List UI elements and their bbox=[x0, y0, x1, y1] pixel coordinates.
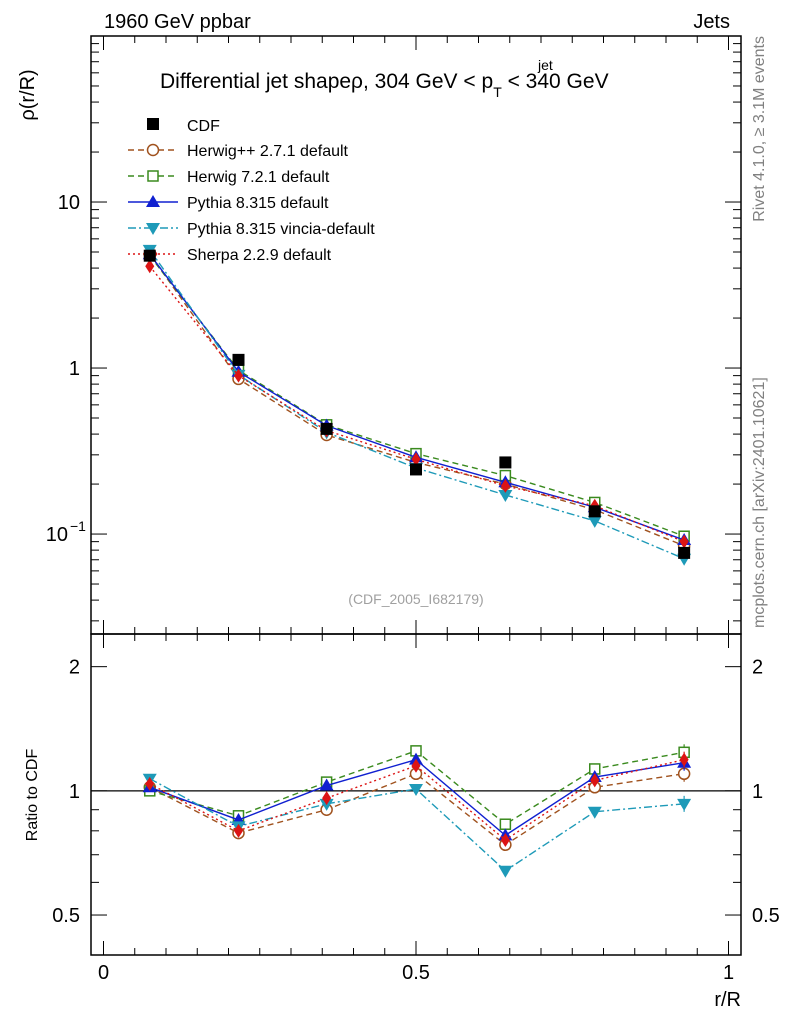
chart-title: Differential jet shapeρ, 304 GeV < pT < … bbox=[160, 70, 609, 100]
header-right: Jets bbox=[693, 11, 730, 33]
analysis-label: (CDF_2005_I682179) bbox=[348, 591, 483, 607]
legend-label-herwig-2-7-1-default: Herwig++ 2.7.1 default bbox=[187, 143, 349, 160]
point-pythia-8-315-vincia-default bbox=[587, 515, 602, 528]
ratio-tick-label-right: 1 bbox=[752, 781, 763, 803]
ratio-y-axis-label: Ratio to CDF bbox=[24, 749, 41, 842]
ratio-point-pythia-8-315-vincia-default bbox=[587, 806, 602, 819]
legend-item-pythia-8-315-vincia-default: Pythia 8.315 vincia-default bbox=[128, 221, 375, 238]
legend-item-herwig-2-7-1-default: Herwig++ 2.7.1 default bbox=[128, 143, 349, 160]
point-cdf bbox=[320, 422, 333, 435]
legend-label-sherpa-2-2-9-default: Sherpa 2.2.9 default bbox=[187, 247, 332, 264]
legend-label-pythia-8-315-default: Pythia 8.315 default bbox=[187, 195, 329, 212]
ratio-tick-label-right: 2 bbox=[752, 657, 763, 679]
point-cdf bbox=[232, 353, 245, 366]
legend-marker-herwig-2-7-1-default bbox=[146, 143, 160, 157]
point-sherpa-2-2-9-default bbox=[500, 478, 510, 493]
legend-item-herwig-7-2-1-default: Herwig 7.2.1 default bbox=[128, 169, 330, 186]
ratio-point-pythia-8-315-vincia-default bbox=[409, 784, 423, 797]
legend-item-data: CDF bbox=[147, 118, 220, 135]
x-tick-label: 1 bbox=[723, 962, 734, 984]
series-line-sherpa-2-2-9-default bbox=[149, 265, 685, 543]
y-tick-label-exponent: −1 bbox=[70, 518, 86, 534]
ratio-point-sherpa-2-2-9-default bbox=[590, 773, 600, 788]
legend-item-sherpa-2-2-9-default: Sherpa 2.2.9 default bbox=[128, 247, 332, 264]
side-label-mcplots: mcplots.cern.ch [arXiv:2401.10621] bbox=[751, 377, 768, 628]
y-tick-label: 1 bbox=[69, 358, 80, 380]
ratio-tick-label: 0.5 bbox=[52, 905, 80, 927]
ratio-point-sherpa-2-2-9-default bbox=[411, 758, 421, 773]
series-layer bbox=[142, 244, 692, 878]
series-3 bbox=[142, 244, 692, 878]
ratio-tick-label-right: 0.5 bbox=[752, 905, 780, 927]
legend-marker-herwig-7-2-1-default bbox=[147, 170, 159, 182]
y-axis-label: ρ(r/R) bbox=[17, 69, 39, 120]
ratio-point-pythia-8-315-vincia-default bbox=[677, 798, 692, 811]
ratio-point-herwig-7-2-1-default bbox=[499, 818, 512, 830]
side-label-rivet: Rivet 4.1.0, ≥ 3.1M events bbox=[751, 36, 768, 222]
chart-title-superscript: jet bbox=[537, 57, 553, 73]
series-data-cdf bbox=[143, 249, 691, 559]
point-sherpa-2-2-9-default bbox=[411, 452, 421, 467]
y-tick-label: 10 bbox=[46, 524, 68, 546]
legend-label-herwig-7-2-1-default: Herwig 7.2.1 default bbox=[187, 169, 330, 186]
legend-marker-pythia-8-315-default bbox=[146, 195, 160, 207]
legend-marker-cdf bbox=[147, 118, 159, 130]
legend-label-pythia-8-315-vincia-default: Pythia 8.315 vincia-default bbox=[187, 221, 375, 238]
series-line-pythia-8-315-vincia-default bbox=[149, 249, 685, 560]
point-cdf bbox=[499, 456, 512, 469]
series-line-herwig-7-2-1-default bbox=[149, 255, 685, 537]
legend-label-cdf: CDF bbox=[187, 118, 220, 135]
point-cdf bbox=[588, 505, 601, 518]
x-tick-label: 0 bbox=[98, 962, 109, 984]
ratio-point-sherpa-2-2-9-default bbox=[234, 823, 243, 838]
ratio-tick-label: 1 bbox=[69, 781, 80, 803]
x-axis-label: r/R bbox=[714, 989, 741, 1011]
header-left: 1960 GeV ppbar bbox=[104, 11, 251, 33]
point-sherpa-2-2-9-default bbox=[679, 534, 689, 549]
point-cdf bbox=[143, 249, 156, 262]
point-sherpa-2-2-9-default bbox=[145, 259, 155, 274]
point-pythia-8-315-vincia-default bbox=[498, 489, 513, 502]
series-line-pythia-8-315-default bbox=[149, 253, 685, 541]
series-line-herwig-2-7-1-default bbox=[149, 253, 685, 547]
series-1 bbox=[144, 249, 690, 830]
ratio-point-pythia-8-315-vincia-default bbox=[498, 865, 513, 878]
ratio-point-sherpa-2-2-9-default bbox=[145, 776, 155, 791]
ratio-point-pythia-8-315-default bbox=[319, 778, 334, 791]
legend-marker-pythia-8-315-vincia-default bbox=[146, 223, 160, 235]
ratio-tick-label: 2 bbox=[69, 657, 80, 679]
ratio-point-sherpa-2-2-9-default bbox=[679, 752, 689, 767]
point-cdf bbox=[410, 463, 422, 476]
legend: CDF Herwig++ 2.7.1 default Herwig 7.2.1 de… bbox=[128, 118, 375, 264]
ratio-point-sherpa-2-2-9-default bbox=[322, 791, 332, 806]
y-tick-label: 10 bbox=[58, 192, 80, 214]
point-cdf bbox=[678, 546, 691, 559]
ratio-point-pythia-8-315-default bbox=[409, 752, 423, 765]
legend-item-pythia-8-315-default: Pythia 8.315 default bbox=[128, 195, 329, 212]
x-tick-label: 0.5 bbox=[402, 962, 430, 984]
point-sherpa-2-2-9-default bbox=[234, 368, 243, 383]
ratio-point-sherpa-2-2-9-default bbox=[500, 833, 510, 848]
